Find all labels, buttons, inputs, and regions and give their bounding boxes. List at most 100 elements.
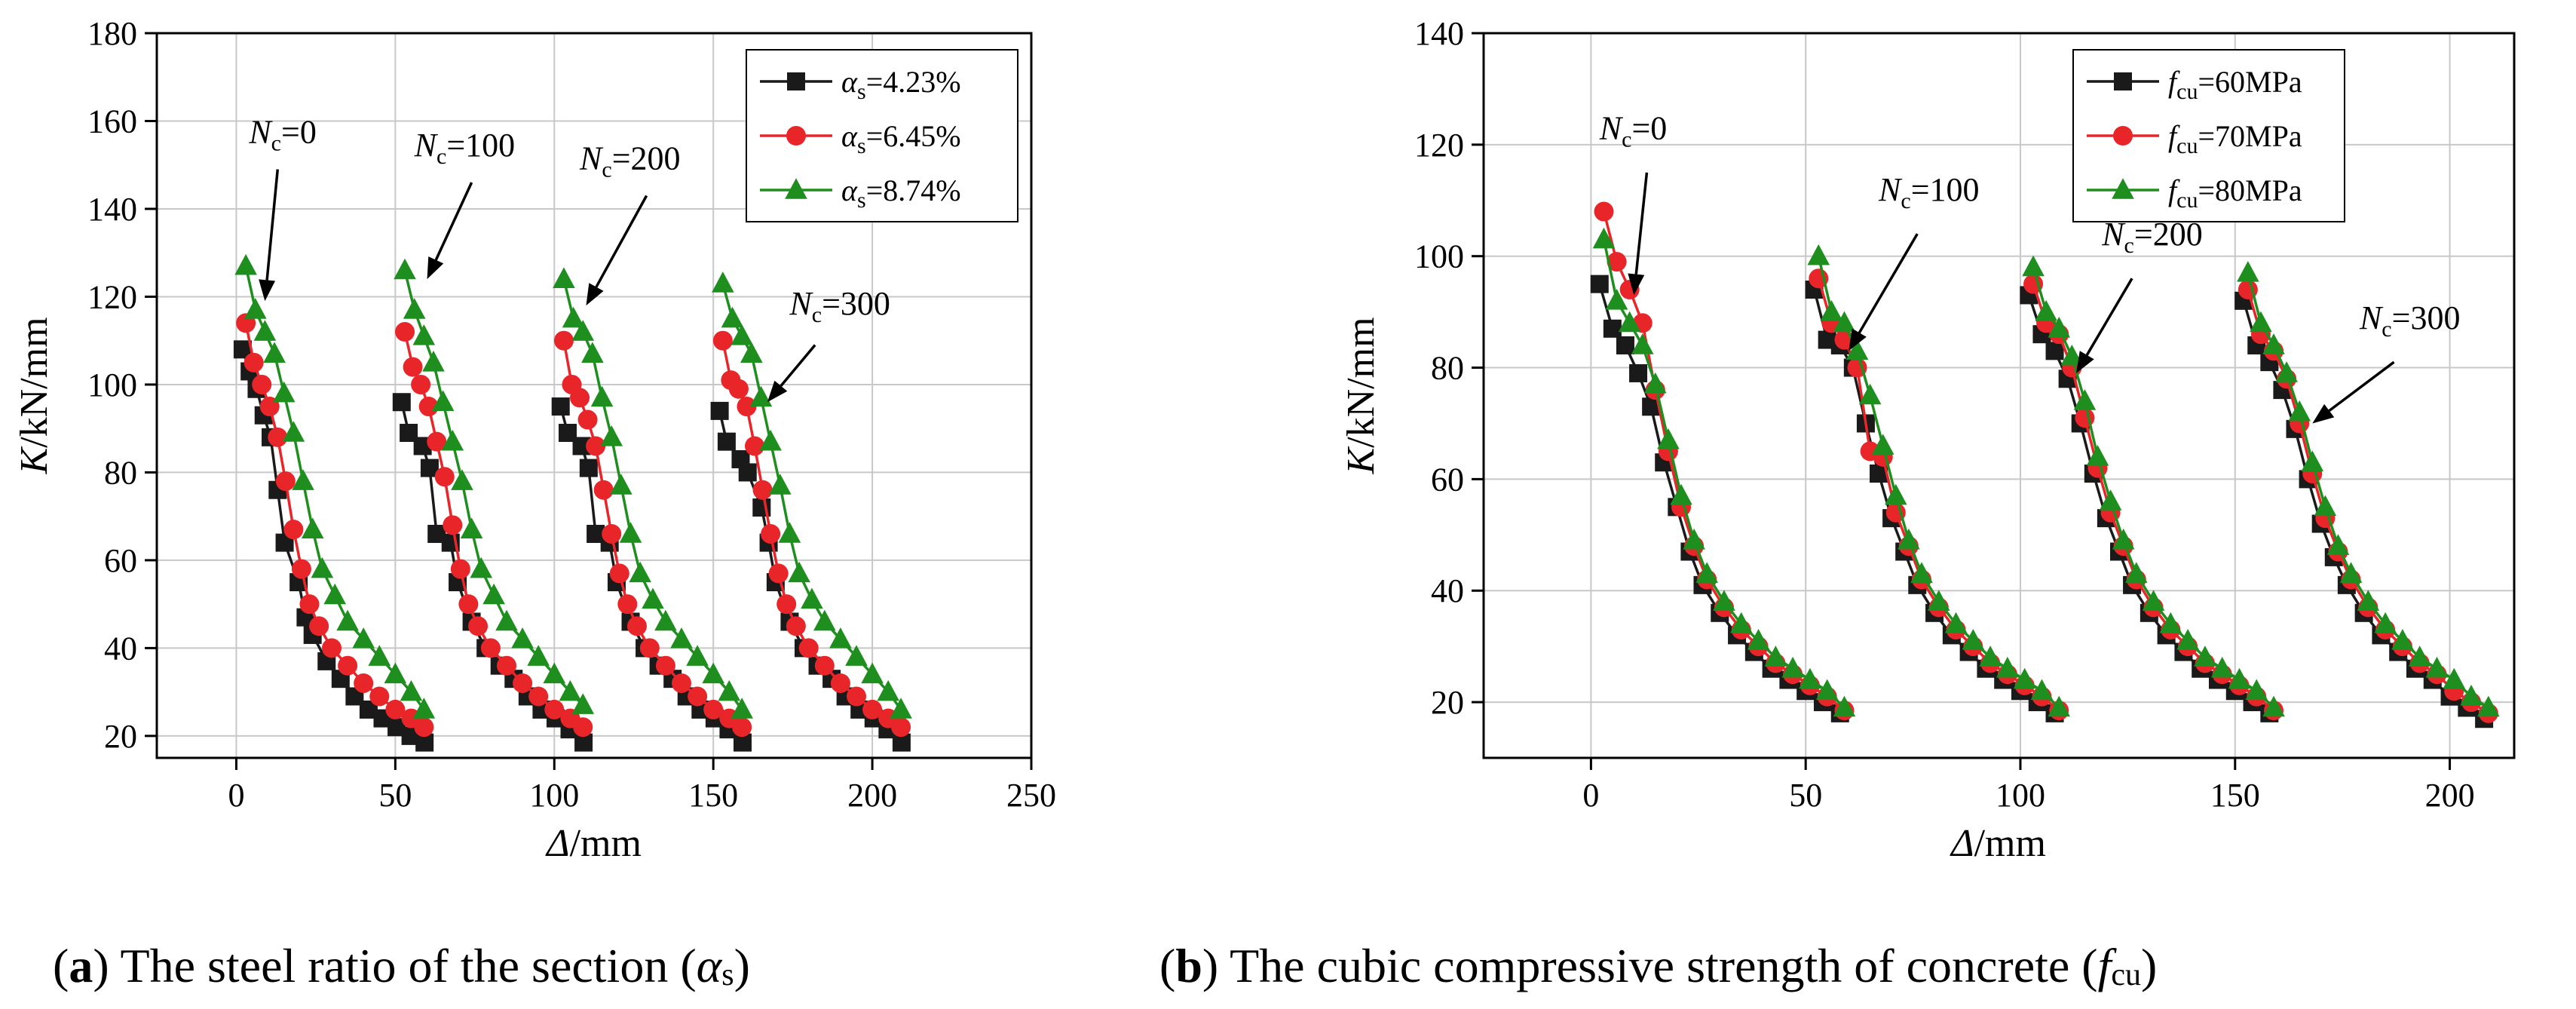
data-point-2-1-10 — [1944, 612, 1968, 633]
data-point-1-2-5 — [593, 480, 614, 500]
data-point-2-0-6 — [1670, 483, 1692, 505]
y-axis-unit: /kN/mm — [1340, 317, 1383, 447]
ticks: 0 50 100 150 200 250 20 40 60 80 100 120 140 160 180 — [87, 15, 1056, 814]
legend-value: =60MPa — [2198, 65, 2302, 99]
data-point-2-0-7 — [1683, 528, 1705, 550]
data-point-2-2-15 — [731, 698, 753, 719]
caption-close-letter: ) — [1202, 939, 1230, 992]
data-point-2-3-13 — [861, 662, 884, 684]
data-point-2-1-11 — [1962, 628, 1985, 650]
legend-entry-2: αs=8.74% — [841, 173, 961, 213]
data-point-2-2-3 — [2060, 344, 2084, 366]
caption-close: ) — [2141, 939, 2157, 992]
data-point-2-1-5 — [1871, 434, 1894, 455]
data-point-1-1-6 — [443, 515, 463, 535]
data-point-1-2-9 — [626, 616, 647, 636]
data-point-2-0-4 — [1644, 372, 1667, 394]
data-point-1-3-4 — [745, 436, 765, 456]
legend-subscript: s — [857, 133, 866, 158]
legend-marker-1 — [786, 126, 806, 146]
data-point-2-1-0 — [394, 258, 416, 280]
legend-marker-0 — [787, 72, 805, 90]
annotation-arrow-2 — [595, 195, 648, 288]
data-point-2-1-9 — [1927, 590, 1950, 611]
data-point-2-3-8 — [788, 561, 810, 583]
annotation-subscript: c — [2124, 233, 2134, 258]
data-point-0-3-0 — [710, 401, 729, 420]
annotation-arrowhead-3 — [767, 380, 788, 403]
data-point-2-2-2 — [571, 320, 595, 341]
x-tick-label: 100 — [529, 777, 579, 814]
data-point-2-2-10 — [2159, 612, 2182, 633]
x-tick-label: 50 — [1789, 777, 1822, 814]
data-point-2-3-6 — [768, 474, 792, 495]
annotation-symbol: N — [579, 140, 604, 177]
annotation-label-1: Nc=100 — [1878, 171, 1980, 213]
data-point-2-1-1 — [1820, 299, 1843, 321]
legend: αs=4.23% αs=6.45% αs=8.74% — [746, 49, 1018, 222]
data-point-1-2-6 — [602, 523, 622, 544]
data-point-2-3-3 — [740, 342, 763, 363]
annotation-arrow-1 — [1858, 233, 1919, 334]
annotation-value: =300 — [2392, 299, 2461, 336]
legend-entry-0: αs=4.23% — [841, 65, 961, 104]
legend-value: =4.23% — [866, 65, 961, 99]
data-point-2-0-11 — [352, 627, 375, 649]
data-point-2-3-10 — [2374, 612, 2397, 633]
data-point-2-3-14 — [2443, 667, 2466, 689]
y-tick-label: 100 — [87, 366, 137, 403]
data-point-2-1-9 — [482, 583, 505, 605]
y-tick-label: 80 — [1431, 350, 1464, 387]
y-tick-label: 80 — [104, 454, 137, 491]
data-point-0-2-3 — [579, 458, 598, 477]
data-point-2-1-16 — [2048, 695, 2071, 717]
legend-marker-2 — [785, 178, 807, 199]
data-point-2-3-12 — [845, 645, 868, 666]
series-line-2-0 — [1602, 239, 1845, 709]
data-point-2-3-15 — [2460, 684, 2483, 706]
data-point-2-0-1 — [244, 298, 267, 319]
y-axis-title: K/kN/mm — [1340, 317, 1383, 474]
data-point-0-0-0 — [1590, 274, 1609, 293]
legend-subscript: cu — [2176, 188, 2198, 213]
data-point-2-2-14 — [2228, 667, 2251, 689]
data-point-1-0-6 — [283, 520, 304, 540]
data-point-2-0-12 — [368, 645, 391, 666]
axes-frame — [155, 32, 1033, 759]
data-point-1-3-13 — [847, 686, 866, 707]
data-point-2-1-15 — [571, 693, 595, 714]
data-point-1-0-4 — [268, 427, 288, 447]
x-axis-symbol: Δ — [1950, 822, 1974, 865]
data-point-1-0-16 — [414, 717, 434, 738]
annotation-arrow-0 — [1634, 172, 1649, 274]
data-point-2-1-14 — [2013, 667, 2036, 689]
data-point-2-0-8 — [311, 557, 334, 578]
annotation-label-3: Nc=300 — [789, 285, 890, 327]
legend-entry-1: αs=6.45% — [841, 119, 961, 158]
data-point-1-2-0 — [2023, 274, 2044, 294]
data-point-2-3-0 — [2237, 261, 2259, 282]
data-point-2-1-4 — [431, 390, 455, 412]
data-point-2-0-16 — [1833, 695, 1856, 717]
data-point-1-2-10 — [639, 638, 660, 658]
data-point-2-3-5 — [2301, 450, 2324, 472]
legend-marker-1 — [2113, 126, 2133, 146]
data-point-2-2-13 — [702, 662, 724, 684]
data-point-2-2-2 — [2048, 316, 2071, 338]
data-point-1-0-12 — [354, 673, 374, 693]
y-tick-label: 40 — [1431, 572, 1464, 609]
data-point-2-3-1 — [2250, 311, 2272, 333]
data-point-2-3-0 — [712, 271, 734, 293]
data-point-2-3-15 — [890, 698, 912, 719]
data-point-0-0-3 — [1629, 363, 1648, 382]
data-point-2-3-11 — [2391, 628, 2414, 650]
data-point-2-0-4 — [272, 381, 296, 403]
data-point-2-3-2 — [731, 324, 753, 345]
data-point-1-1-8 — [458, 594, 479, 615]
y-tick-label: 60 — [1431, 461, 1464, 498]
x-axis-unit: /mm — [570, 822, 642, 865]
data-point-2-2-11 — [2176, 628, 2199, 650]
series-2 — [1592, 227, 2500, 717]
annotation-arrow-3 — [2328, 360, 2395, 412]
data-point-2-0-2 — [1618, 311, 1641, 333]
